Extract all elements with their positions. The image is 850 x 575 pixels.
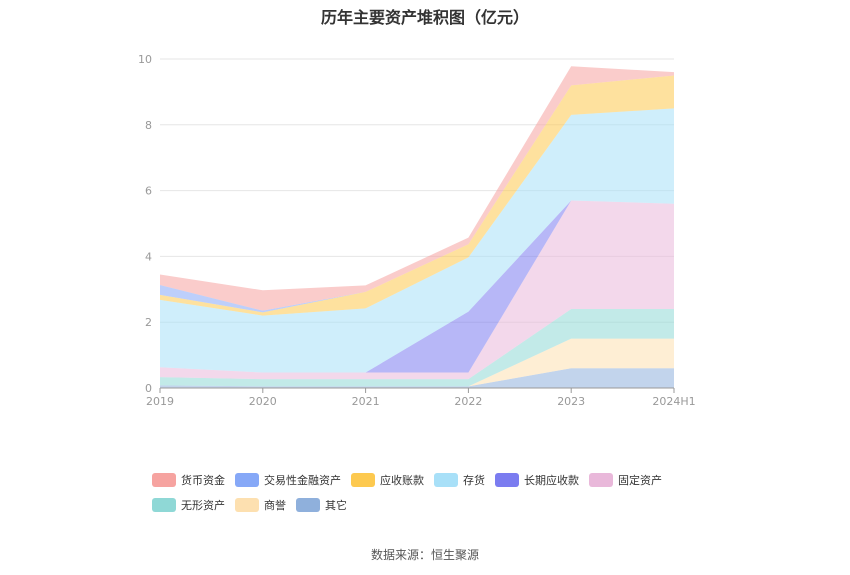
legend-label: 存货 [463,474,485,487]
legend-item[interactable]: 货币资金 [152,472,225,488]
legend-swatch [296,498,320,512]
legend-swatch [235,498,259,512]
x-tick-label: 2019 [146,395,174,408]
x-tick-label: 2023 [557,395,585,408]
stacked-area-chart: 0 2 4 6 8 10 2019 2020 2021 2022 2023 2024H1 [138,53,696,408]
legend-label: 交易性金融资产 [264,474,341,487]
legend-swatch [495,473,519,487]
legend-item[interactable]: 交易性金融资产 [235,472,341,488]
legend-label: 无形资产 [181,499,225,512]
y-tick-label: 4 [145,250,152,263]
legend-swatch [351,473,375,487]
legend-label: 其它 [325,499,347,512]
legend-label: 应收账款 [380,474,424,487]
legend-item[interactable]: 应收账款 [351,472,424,488]
area-series [160,200,674,373]
x-tick-label: 2020 [249,395,277,408]
area-series [160,108,674,373]
legend-label: 固定资产 [618,474,662,487]
legend-swatch [152,473,176,487]
area-series [160,75,674,316]
legend-label: 货币资金 [181,474,225,487]
x-tick-label: 2022 [454,395,482,408]
y-tick-label: 10 [138,53,152,66]
legend-item[interactable]: 长期应收款 [495,472,579,488]
area-series [160,368,674,388]
legend-item[interactable]: 其它 [296,497,347,513]
area-series [160,200,674,380]
legend-label: 商誉 [264,499,286,512]
y-tick-label: 2 [145,316,152,329]
legend-swatch [152,498,176,512]
legend-item[interactable]: 存货 [434,472,485,488]
data-source-note: 数据来源：恒生聚源 [370,548,479,562]
legend-swatch [434,473,458,487]
legend-item[interactable]: 固定资产 [589,472,662,488]
legend-swatch [589,473,613,487]
chart-legend: 货币资金 交易性金融资产 应收账款 存货 长期应收款 固定资产无形资产 商誉 其它 [152,472,712,522]
x-tick-label: 2021 [352,395,380,408]
chart-title: 历年主要资产堆积图（亿元） [320,8,529,27]
x-tick-label: 2024H1 [652,395,695,408]
y-tick-label: 0 [145,382,152,395]
area-series [160,66,674,311]
area-series [160,309,674,387]
y-tick-label: 6 [145,185,152,198]
area-series [160,338,674,387]
legend-label: 长期应收款 [524,474,579,487]
legend-item[interactable]: 无形资产 [152,497,225,513]
legend-swatch [235,473,259,487]
y-tick-label: 8 [145,119,152,132]
legend-item[interactable]: 商誉 [235,497,286,513]
